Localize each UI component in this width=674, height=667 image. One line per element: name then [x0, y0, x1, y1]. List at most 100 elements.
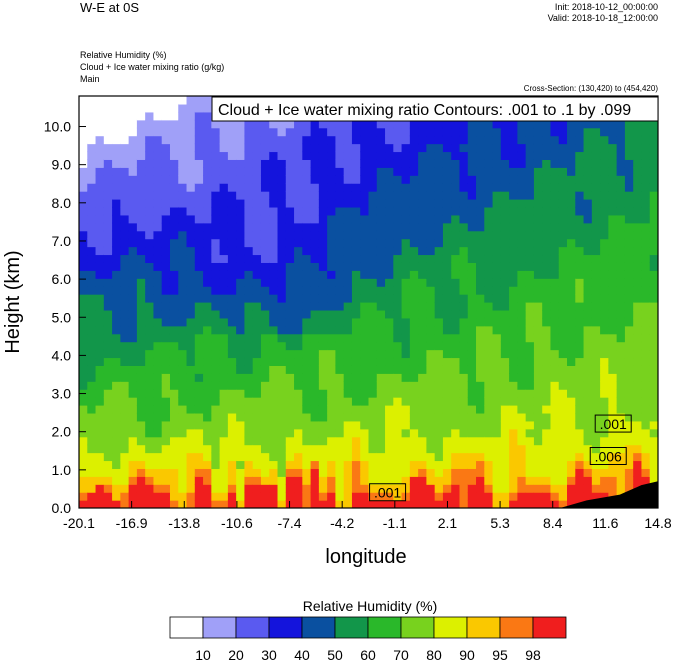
rh-cell [575, 254, 585, 263]
rh-cell [649, 476, 658, 485]
rh-cell [335, 365, 345, 374]
rh-cell [426, 230, 436, 240]
rh-cell [310, 254, 320, 263]
rh-cell [368, 317, 378, 327]
rh-cell [260, 222, 270, 232]
rh-cell [442, 199, 452, 208]
rh-cell [294, 420, 303, 430]
rh-cell [310, 135, 320, 145]
rh-cell [368, 206, 378, 216]
rh-cell [484, 119, 494, 129]
rh-cell [500, 405, 510, 414]
rh-cell [418, 135, 427, 145]
rh-cell [442, 262, 452, 271]
rh-cell [434, 452, 444, 462]
rh-cell [467, 262, 477, 271]
rh-cell [252, 206, 262, 216]
rh-cell [608, 246, 618, 256]
rh-cell [161, 341, 171, 351]
rh-cell [451, 341, 461, 351]
rh-cell [335, 373, 345, 382]
rh-cell [550, 476, 560, 485]
rh-cell [169, 412, 179, 422]
rh-cell [120, 119, 130, 129]
rh-cell [633, 175, 643, 184]
rh-cell [120, 246, 130, 256]
rh-cell [302, 175, 312, 184]
rh-cell [426, 412, 436, 422]
rh-cell [169, 96, 179, 105]
rh-cell [542, 317, 552, 327]
rh-cell [285, 420, 295, 430]
rh-cell [211, 444, 221, 454]
rh-cell [401, 452, 411, 462]
rh-cell [476, 412, 485, 422]
rh-cell [145, 420, 155, 430]
rh-cell [550, 238, 560, 248]
rh-cell [509, 452, 518, 462]
rh-cell [401, 428, 411, 438]
rh-cell [227, 476, 237, 485]
rh-cell [418, 238, 427, 248]
rh-cell [310, 143, 320, 153]
rh-cell [112, 238, 121, 248]
rh-cell [161, 230, 171, 240]
rh-cell [269, 254, 279, 263]
rh-cell [211, 246, 221, 256]
rh-cell [409, 381, 419, 390]
rh-cell [186, 127, 196, 137]
rh-cell [442, 286, 452, 295]
rh-cell [624, 302, 634, 311]
rh-cell [120, 309, 130, 319]
rh-cell [418, 389, 427, 398]
rh-cell [335, 262, 345, 271]
rh-cell [145, 103, 155, 113]
rh-cell [236, 484, 246, 493]
rh-cell [302, 206, 312, 216]
rh-cell [542, 373, 552, 382]
rh-cell [186, 135, 196, 145]
rh-cell [616, 246, 626, 256]
rh-cell [285, 294, 295, 303]
rh-cell [583, 206, 593, 216]
rh-cell [227, 460, 237, 469]
rh-cell [509, 206, 518, 216]
rh-cell [260, 151, 270, 160]
rh-cell [591, 309, 601, 319]
rh-cell [310, 159, 320, 168]
rh-cell [178, 341, 188, 351]
rh-cell [426, 302, 436, 311]
rh-cell [591, 357, 601, 366]
rh-cell [575, 468, 585, 477]
rh-cell [318, 254, 328, 263]
rh-cell [624, 468, 634, 477]
rh-cell [227, 500, 237, 508]
rh-cell [368, 452, 378, 462]
rh-cell [509, 302, 518, 311]
rh-cell [608, 270, 618, 279]
rh-cell [95, 325, 105, 335]
rh-cell [128, 246, 138, 256]
rh-cell [343, 191, 353, 200]
rh-cell [360, 428, 370, 438]
rh-cell [310, 238, 320, 248]
rh-cell [467, 135, 477, 145]
rh-cell [426, 214, 436, 224]
rh-cell [550, 309, 560, 319]
rh-cell [128, 111, 138, 121]
rh-cell [194, 143, 204, 153]
rh-cell [79, 254, 88, 263]
rh-cell [633, 262, 643, 271]
rh-cell [616, 405, 626, 414]
rh-cell [616, 468, 626, 477]
rh-cell [459, 484, 469, 493]
rh-cell [484, 405, 494, 414]
rh-cell [376, 357, 386, 366]
rh-cell [318, 309, 328, 319]
rh-cell [567, 317, 576, 327]
rh-cell [418, 460, 427, 469]
rh-cell [327, 492, 337, 501]
rh-cell [161, 309, 171, 319]
rh-cell [244, 309, 254, 319]
rh-cell [633, 302, 643, 311]
